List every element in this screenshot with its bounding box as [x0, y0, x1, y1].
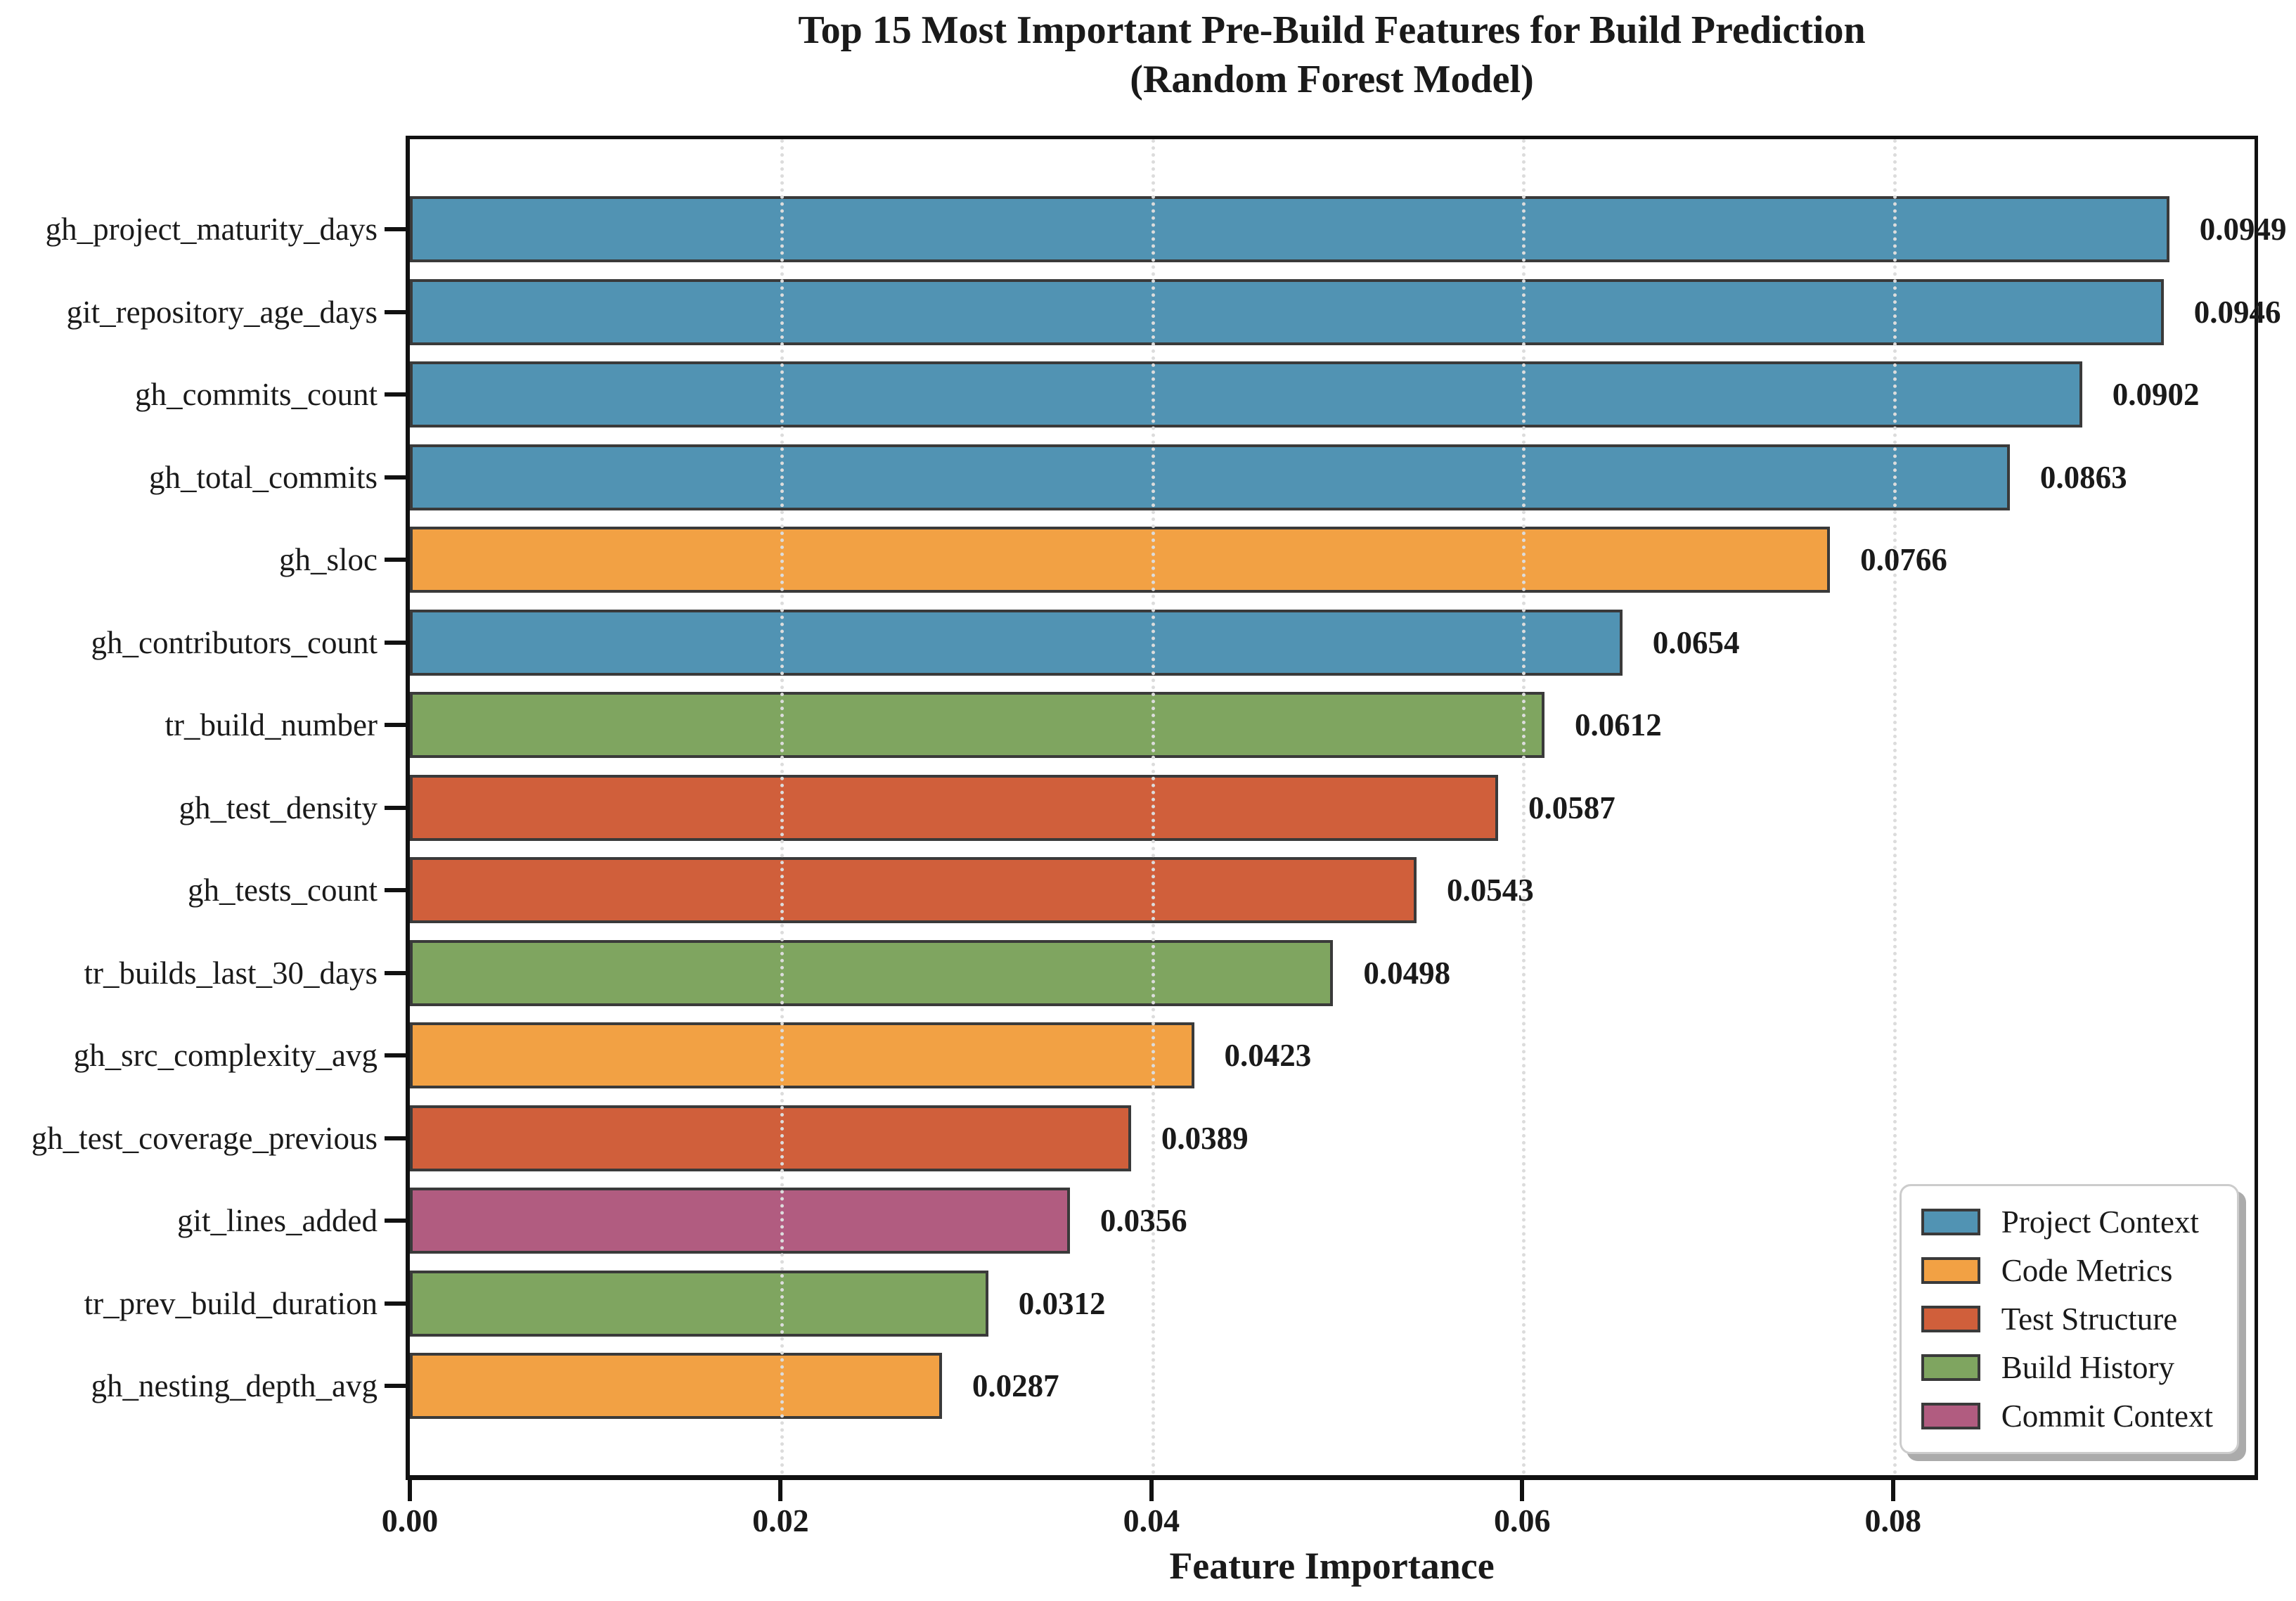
y-tick-mark [385, 1301, 407, 1306]
legend-item: Project Context [1921, 1204, 2213, 1240]
y-tick-mark [385, 1136, 407, 1140]
legend-label: Commit Context [2001, 1399, 2213, 1434]
y-axis-label-git_repository_age_days: git_repository_age_days [66, 294, 378, 330]
bar-value-label: 0.0902 [2112, 377, 2200, 412]
y-tick-mark [385, 1219, 407, 1223]
bar-value-label: 0.0356 [1099, 1203, 1187, 1238]
bar-tr_build_number [410, 692, 1544, 758]
bar-gh_src_complexity_avg [410, 1022, 1194, 1088]
x-tick-label: 0.08 [1864, 1503, 1921, 1538]
bar-value-label: 0.0949 [2199, 212, 2287, 247]
y-tick-mark [385, 888, 407, 892]
y-tick-mark [385, 640, 407, 645]
chart-title: Top 15 Most Important Pre-Build Features… [406, 6, 2258, 104]
x-tick-mark [1890, 1480, 1895, 1501]
y-axis-label-git_lines_added: git_lines_added [177, 1203, 378, 1238]
x-tick-mark [1149, 1480, 1154, 1501]
y-axis-label-tr_builds_last_30_days: tr_builds_last_30_days [84, 955, 378, 991]
y-axis-label-gh_project_maturity_days: gh_project_maturity_days [45, 212, 378, 247]
bar-gh_contributors_count [410, 609, 1623, 676]
y-tick-mark [385, 475, 407, 480]
x-tick-label: 0.00 [381, 1503, 439, 1538]
bar-value-label: 0.0312 [1018, 1285, 1106, 1321]
legend-swatch [1921, 1306, 1980, 1332]
y-axis-label-gh_total_commits: gh_total_commits [149, 459, 378, 495]
y-axis-label-gh_tests_count: gh_tests_count [188, 873, 378, 908]
y-tick-mark [385, 392, 407, 397]
bar-value-label: 0.0766 [1860, 542, 1947, 577]
bar-value-label: 0.0423 [1224, 1038, 1312, 1073]
legend-label: Code Metrics [2001, 1253, 2173, 1288]
bar-git_repository_age_days [410, 278, 2164, 345]
bar-gh_project_maturity_days [410, 196, 2169, 262]
bar-tr_prev_build_duration [410, 1270, 988, 1337]
legend-label: Build History [2001, 1350, 2174, 1385]
y-tick-mark [385, 723, 407, 727]
legend-item: Code Metrics [1921, 1252, 2213, 1289]
x-tick-label: 0.04 [1123, 1503, 1180, 1538]
y-axis-label-gh_sloc: gh_sloc [279, 542, 378, 577]
bar-value-label: 0.0498 [1363, 955, 1451, 991]
y-axis-label-gh_contributors_count: gh_contributors_count [91, 624, 378, 660]
bar-value-label: 0.0946 [2193, 294, 2281, 330]
bar-value-label: 0.0543 [1446, 873, 1534, 908]
y-tick-mark [385, 970, 407, 975]
bar-gh_test_density [410, 774, 1499, 841]
bar-value-label: 0.0389 [1161, 1120, 1249, 1156]
y-axis-label-gh_nesting_depth_avg: gh_nesting_depth_avg [91, 1368, 378, 1403]
legend-swatch [1921, 1354, 1980, 1381]
legend-swatch [1921, 1403, 1980, 1429]
bar-gh_test_coverage_previous [410, 1105, 1131, 1171]
bar-value-label: 0.0287 [972, 1368, 1059, 1403]
y-tick-mark [385, 227, 407, 231]
legend-item: Build History [1921, 1349, 2213, 1386]
y-axis-label-gh_src_complexity_avg: gh_src_complexity_avg [73, 1038, 378, 1073]
x-tick-label: 0.06 [1494, 1503, 1551, 1538]
y-axis-label-tr_build_number: tr_build_number [165, 707, 378, 742]
y-tick-mark [385, 1384, 407, 1388]
y-axis-label-tr_prev_build_duration: tr_prev_build_duration [84, 1285, 378, 1321]
y-axis-label-gh_commits_count: gh_commits_count [135, 377, 378, 412]
y-axis-label-gh_test_coverage_previous: gh_test_coverage_previous [31, 1120, 378, 1156]
bar-value-label: 0.0587 [1528, 790, 1615, 825]
x-axis-title: Feature Importance [1169, 1545, 1495, 1587]
bar-gh_commits_count [410, 361, 2082, 427]
legend-item: Commit Context [1921, 1398, 2213, 1434]
x-tick-mark [408, 1480, 412, 1501]
bar-value-label: 0.0654 [1652, 624, 1740, 660]
x-tick-mark [778, 1480, 783, 1501]
y-tick-mark [385, 805, 407, 810]
x-tick-label: 0.02 [752, 1503, 809, 1538]
chart-title-line1: Top 15 Most Important Pre-Build Features… [798, 8, 1866, 52]
legend-label: Project Context [2001, 1204, 2199, 1240]
legend-swatch [1921, 1257, 1980, 1284]
legend: Project Context Code Metrics Test Structur… [1899, 1184, 2239, 1454]
legend-item: Test Structure [1921, 1301, 2213, 1337]
bar-value-label: 0.0612 [1574, 707, 1662, 742]
y-tick-mark [385, 558, 407, 562]
bar-gh_nesting_depth_avg [410, 1353, 942, 1419]
bar-value-label: 0.0863 [2039, 459, 2127, 495]
y-axis-label-gh_test_density: gh_test_density [179, 790, 378, 825]
plot-area: 0.0949 0.0946 0.0902 0.0863 0.0766 0.0654 0.06… [406, 136, 2286, 1480]
chart-title-line2: (Random Forest Model) [1130, 58, 1534, 101]
legend-label: Test Structure [2001, 1301, 2178, 1337]
bar-gh_total_commits [410, 444, 2010, 510]
bar-gh_tests_count [410, 857, 1417, 923]
x-tick-mark [1520, 1480, 1525, 1501]
bar-git_lines_added [410, 1188, 1070, 1254]
bar-tr_builds_last_30_days [410, 939, 1334, 1006]
y-tick-mark [385, 1053, 407, 1057]
bar-gh_sloc [410, 527, 1831, 593]
legend-swatch [1921, 1209, 1980, 1235]
y-tick-mark [385, 309, 407, 314]
